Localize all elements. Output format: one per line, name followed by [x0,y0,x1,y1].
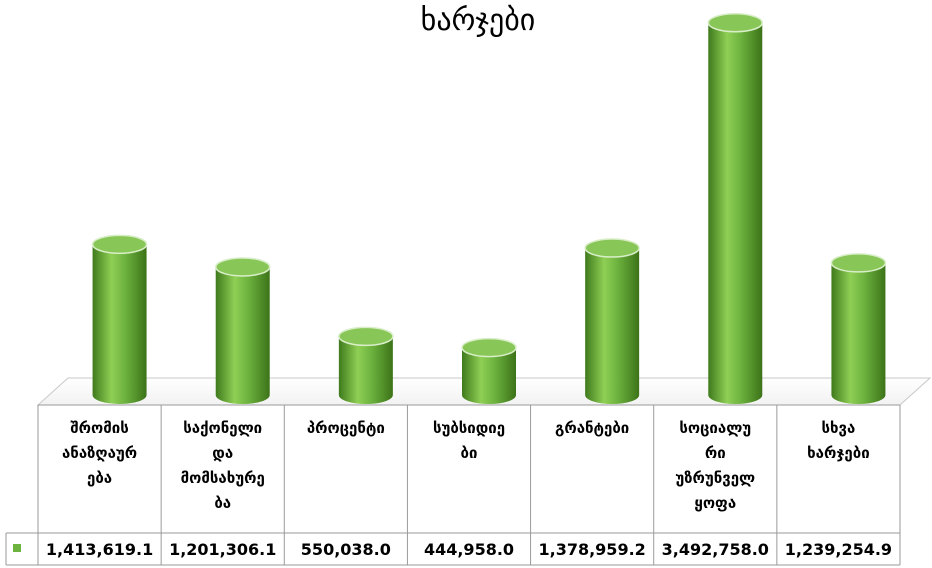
category-labels: შრომის ანაზღაურ ება საქონელი და მომსახურე ბა პრ… [62,419,870,512]
value-label: 444,958.0 [424,540,514,559]
value-label: 550,038.0 [301,540,391,559]
bar-body [462,347,516,404]
category-label: სუბსიდიე ბი [433,419,505,462]
bar-6 [707,13,764,404]
category-label-line: ება [87,469,112,487]
value-label: 1,378,959.2 [538,540,645,559]
bars [91,13,887,405]
category-label-line: გრანტები [555,419,629,437]
bar-top [584,238,640,258]
bar-1 [91,234,148,404]
bar-top [461,337,517,358]
category-label: სოციალუ რი უზრუნველ ყოფა [675,419,755,512]
category-label: პროცენტი [307,419,385,437]
category-label: გრანტები [555,419,629,437]
category-label-line: შრომის [70,419,128,437]
bar-top [830,253,887,273]
bar-5 [584,238,640,404]
bar-body [215,266,270,405]
bar-top [214,257,271,277]
category-label-line: მომსახურე [181,469,265,487]
bar-top [91,234,148,255]
category-label-line: პროცენტი [307,419,385,437]
data-table [13,544,21,552]
value-label: 1,413,619.1 [46,540,153,559]
bar-body [92,244,147,404]
value-label: 1,239,254.9 [785,540,892,559]
bar-2 [214,257,271,405]
category-label: საქონელი და მომსახურე ბა [181,419,265,512]
category-label-line: სუბსიდიე [433,419,505,437]
bar-top [707,13,764,33]
value-labels: 1,413,619.1 1,201,306.1 550,038.0 444,958.0… [46,540,892,559]
category-label-line: საქონელი [183,419,262,437]
category-label-line: სოციალუ [679,419,751,437]
legend-key [13,544,21,552]
chart-title: ხარჯები [421,3,536,38]
category-label: შრომის ანაზღაურ ება [62,419,137,487]
bar-body [338,336,393,404]
category-label-line: ყოფა [694,494,736,512]
value-label: 1,201,306.1 [169,540,276,559]
category-label: სხვა ხარჯები [807,419,870,462]
bar-3 [338,326,394,404]
data-table-grid [5,404,901,566]
category-label-line: უზრუნველ [675,469,755,487]
category-label-line: ხარჯები [807,444,870,462]
category-label-line: რი [705,444,726,462]
category-label-line: ბი [461,444,478,462]
category-label-line: ანაზღაურ [62,444,137,462]
category-label-line: და [212,444,233,462]
value-label: 3,492,758.0 [662,540,769,559]
bar-4 [461,337,517,404]
bar-7 [830,253,887,404]
bar-body [585,248,640,404]
bar-body [708,22,763,404]
bar-body [831,262,886,404]
bar-top [338,326,394,347]
category-label-line: სხვა [822,419,856,437]
category-label-line: ბა [214,494,231,512]
